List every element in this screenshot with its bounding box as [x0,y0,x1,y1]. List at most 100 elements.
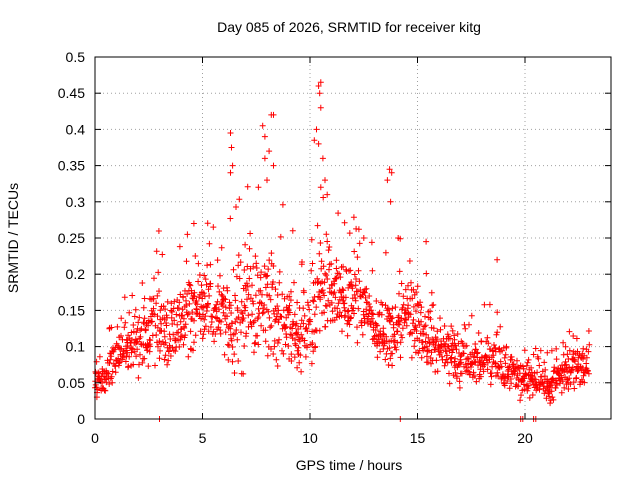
data-point [255,341,262,348]
data-point [236,275,243,282]
data-point [235,314,242,321]
x-tick-label: 15 [410,430,426,446]
data-point [409,295,416,302]
data-point [155,343,161,350]
data-point [151,275,157,282]
data-point [241,343,248,349]
data-point [195,260,202,267]
data-point [386,166,393,173]
data-point [266,292,273,299]
data-point [189,309,196,316]
data-point [413,308,419,315]
data-point [268,250,275,257]
data-point [354,324,360,331]
data-point [444,352,450,359]
data-point [207,280,214,287]
data-point [267,324,274,331]
data-point [352,282,359,289]
data-point [316,250,323,257]
data-point [229,358,236,365]
data-point [428,289,435,296]
data-point [137,333,144,340]
data-point [434,368,441,375]
data-point [408,279,414,286]
x-tick-label: 10 [302,430,318,446]
data-point [153,248,160,255]
data-point [420,326,427,333]
data-point [526,394,533,401]
data-point [537,347,544,354]
data-point [161,333,168,340]
data-point [349,285,356,292]
data-point [155,228,162,234]
data-point [257,287,264,294]
data-point [316,327,323,334]
data-point [276,336,282,343]
data-point [372,327,379,333]
data-point [112,369,119,376]
data-point [232,297,239,304]
data-point [175,305,182,312]
data-point [252,253,259,260]
data-point [468,312,475,319]
data-point [118,315,125,322]
data-point [125,363,132,370]
data-point [162,352,169,359]
data-point [335,210,342,217]
data-point [331,289,338,296]
y-tick-label: 0.4 [66,121,86,137]
data-point [200,290,207,297]
data-point [227,215,234,222]
data-point [261,133,268,140]
data-point [367,303,373,310]
data-point [552,385,559,391]
data-point [245,291,252,298]
data-point [280,350,287,357]
data-point [396,321,403,328]
data-point [294,299,301,306]
data-point [285,343,292,349]
data-point [340,287,347,294]
data-point [471,353,477,360]
data-point [223,321,230,328]
data-point [154,313,161,320]
data-point [244,283,251,290]
data-point [114,323,121,330]
data-point [228,144,235,151]
data-point [138,325,145,332]
data-point [481,361,488,368]
data-point [423,331,430,338]
data-point [312,343,319,350]
data-point [521,375,528,382]
data-point [251,340,258,347]
data-point [386,310,393,317]
data-point [176,343,183,350]
data-point [525,356,532,363]
data-point [200,331,207,338]
data-point [235,252,242,259]
data-point [274,340,281,346]
data-point [266,257,273,264]
data-point [397,339,404,346]
data-point [397,354,404,361]
data-point [456,378,463,385]
data-point [339,328,345,335]
data-point [147,337,154,344]
data-point [390,324,397,331]
data-point [235,358,242,364]
data-point [334,305,341,312]
data-point [387,198,394,205]
data-point [445,343,452,350]
data-point [405,302,412,309]
data-point [409,330,416,337]
data-point [332,275,339,282]
data-point [512,367,519,374]
data-point [572,358,578,365]
data-point [130,361,137,368]
data-point [354,339,361,346]
data-point [365,313,372,320]
data-point [524,359,531,366]
data-point [133,339,140,346]
data-point [418,304,425,311]
data-point [288,332,295,339]
